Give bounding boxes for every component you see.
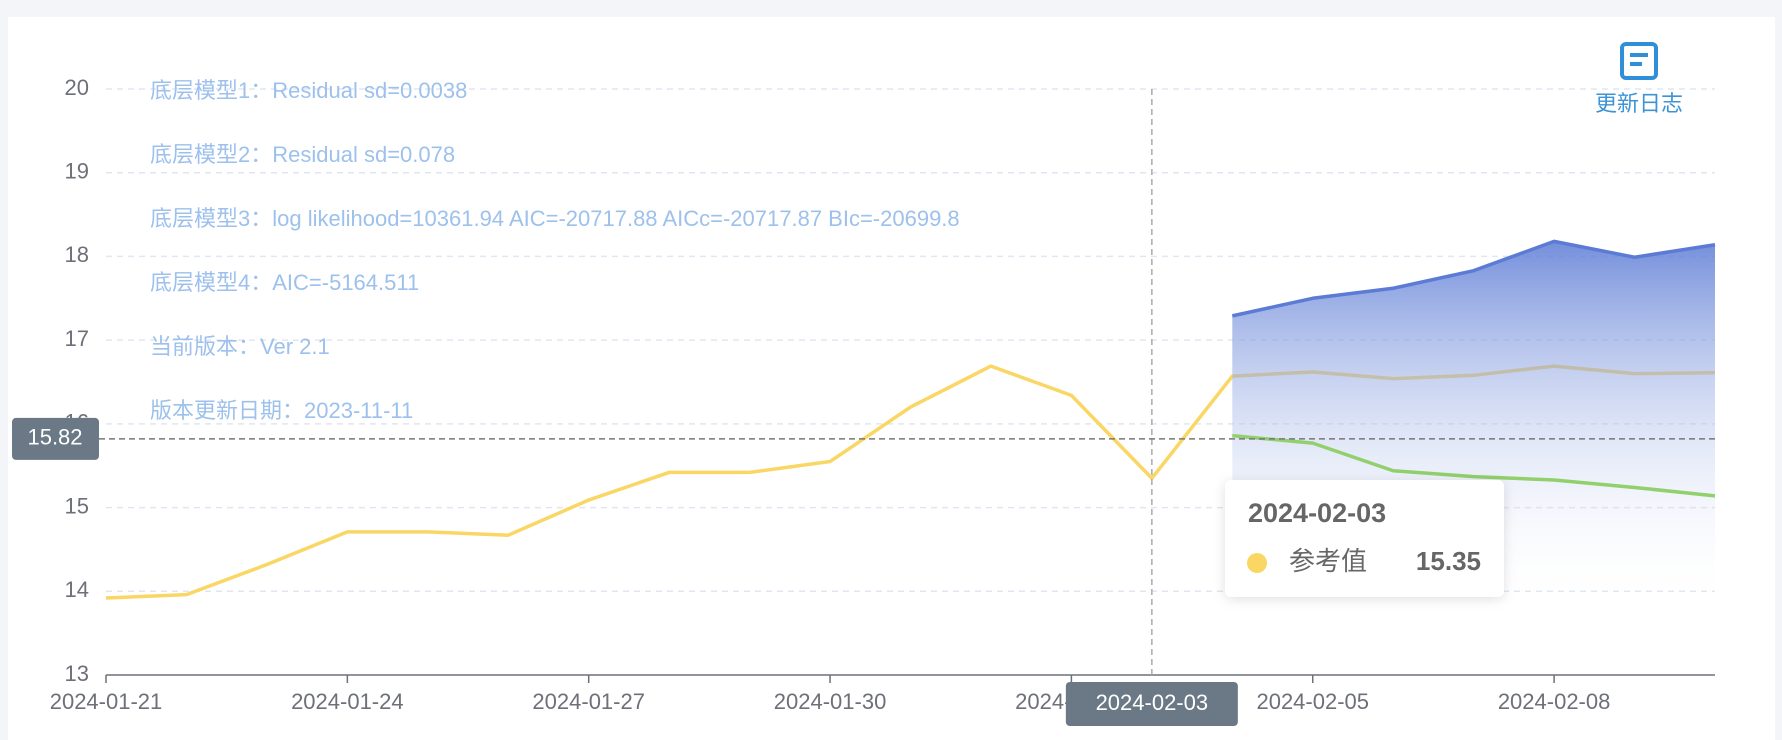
toolbox[interactable]: 更新日志 [1595, 42, 1683, 116]
toolbox-label[interactable]: 更新日志 [1595, 91, 1683, 116]
x-tick-label: 2024-01-30 [774, 689, 887, 714]
tooltip-marker [1247, 553, 1267, 573]
y-tick-label: 18 [65, 242, 89, 267]
tooltip-title: 2024-02-03 [1248, 498, 1386, 528]
tooltip-value: 15.35 [1416, 546, 1481, 576]
tooltip-series-name: 参考值 [1289, 546, 1367, 576]
pointer-x-box [1065, 682, 1238, 726]
x-tick-label: 2024-01-24 [291, 689, 404, 714]
y-tick-label: 20 [65, 75, 89, 100]
annotation: 底层模型1：Residual sd=0.0038 [150, 78, 467, 103]
annotation: 版本更新日期：2023-11-11 [150, 398, 413, 423]
tooltip [1225, 480, 1504, 597]
series-line [1231, 239, 1716, 318]
annotation: 底层模型3：log likelihood=10361.94 AIC=-20717… [150, 206, 960, 231]
annotation: 底层模型2：Residual sd=0.078 [150, 142, 455, 167]
series-line [1232, 433, 1716, 498]
pointer-x-label: 2024-02-03 [1096, 690, 1209, 715]
x-tick-label: 2024-01-21 [50, 689, 163, 714]
x-tick-label: 2024-02-05 [1256, 689, 1369, 714]
area [1232, 241, 1715, 676]
y-tick-label: 15 [65, 493, 89, 518]
y-tick-label: 13 [65, 661, 89, 686]
y-tick-label: 17 [65, 326, 89, 351]
log-icon[interactable] [1620, 42, 1658, 80]
y-tick-label: 14 [65, 577, 89, 602]
pointer-y-label: 15.82 [27, 425, 82, 450]
pointer-y-box [12, 417, 99, 460]
annotation: 当前版本：Ver 2.1 [150, 334, 330, 359]
annotation: 底层模型4：AIC=-5164.511 [150, 270, 419, 295]
x-tick-label: 2024-02-08 [1498, 689, 1611, 714]
y-tick-label: 19 [65, 159, 89, 184]
x-tick-label: 2024-01-27 [532, 689, 645, 714]
